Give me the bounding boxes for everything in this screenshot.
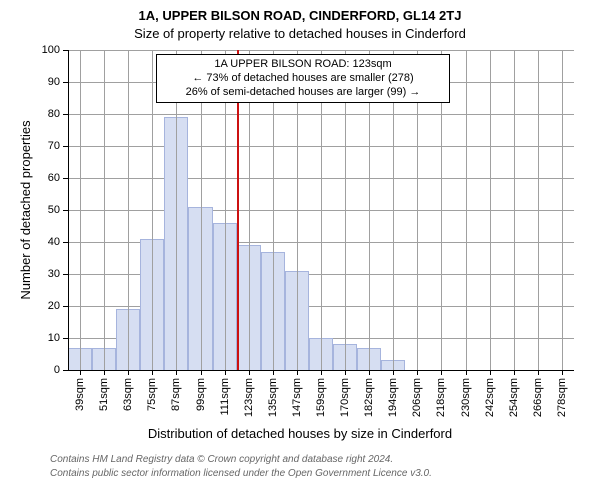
annotation-line: 26% of semi-detached houses are larger (… [160,86,446,100]
y-tick-label: 20 [0,300,60,312]
y-tick-label: 100 [0,44,60,56]
x-tick-label: 123sqm [243,378,255,417]
gridline-vertical [514,50,515,370]
x-tick-label: 147sqm [291,378,303,417]
x-tick-label: 39sqm [74,378,86,411]
y-tick-label: 40 [0,236,60,248]
x-tick-label: 170sqm [339,378,351,417]
gridline-vertical [80,50,81,370]
x-tick-label: 194sqm [387,378,399,417]
y-tick-label: 0 [0,364,60,376]
y-tick-label: 90 [0,76,60,88]
x-tick-label: 206sqm [411,378,423,417]
y-tick-label: 80 [0,108,60,120]
chart-plot-inner: 1A UPPER BILSON ROAD: 123sqm← 73% of det… [68,50,574,370]
x-axis-label-text: Distribution of detached houses by size … [148,426,452,441]
y-tick-label: 60 [0,172,60,184]
annotation-box: 1A UPPER BILSON ROAD: 123sqm← 73% of det… [156,54,450,103]
x-tick-label: 99sqm [195,378,207,411]
x-axis-label: Distribution of detached houses by size … [0,426,600,441]
gridline-vertical [490,50,491,370]
x-tick-label: 75sqm [146,378,158,411]
chart-subtitle-text: Size of property relative to detached ho… [134,26,466,41]
chart-subtitle: Size of property relative to detached ho… [0,26,600,41]
x-tick-label: 254sqm [508,378,520,417]
x-tick-label: 266sqm [532,378,544,417]
x-tick-label: 135sqm [267,378,279,417]
footer-line-1: Contains HM Land Registry data © Crown c… [50,454,393,465]
gridline-vertical [562,50,563,370]
figure-wrap: 1A, UPPER BILSON ROAD, CINDERFORD, GL14 … [0,0,600,500]
x-tick-label: 278sqm [556,378,568,417]
y-tick-label: 10 [0,332,60,344]
footer-line-1-text: Contains HM Land Registry data © Crown c… [50,454,393,465]
chart-plot-area: 1A UPPER BILSON ROAD: 123sqm← 73% of det… [68,50,574,370]
y-tick-label: 30 [0,268,60,280]
x-axis-spine [68,370,574,371]
x-tick-label: 159sqm [315,378,327,417]
y-axis-spine [68,50,69,370]
y-tick-label: 70 [0,140,60,152]
x-tick-label: 63sqm [122,378,134,411]
x-tick-label: 182sqm [363,378,375,417]
gridline-vertical [538,50,539,370]
x-tick-label: 111sqm [219,378,231,416]
annotation-line: 1A UPPER BILSON ROAD: 123sqm [160,58,446,72]
gridline-vertical [152,50,153,370]
footer-line-2-text: Contains public sector information licen… [50,468,432,479]
footer-line-2: Contains public sector information licen… [50,468,432,479]
gridline-vertical [466,50,467,370]
gridline-vertical [128,50,129,370]
y-tick-label: 50 [0,204,60,216]
annotation-line: ← 73% of detached houses are smaller (27… [160,72,446,86]
x-tick-label: 51sqm [98,378,110,411]
x-tick-label: 87sqm [170,378,182,411]
x-tick-label: 218sqm [435,378,447,417]
page-title-text: 1A, UPPER BILSON ROAD, CINDERFORD, GL14 … [139,8,462,23]
page-title: 1A, UPPER BILSON ROAD, CINDERFORD, GL14 … [0,8,600,23]
x-tick-label: 230sqm [460,378,472,417]
x-tick-label: 242sqm [484,378,496,417]
gridline-vertical [104,50,105,370]
